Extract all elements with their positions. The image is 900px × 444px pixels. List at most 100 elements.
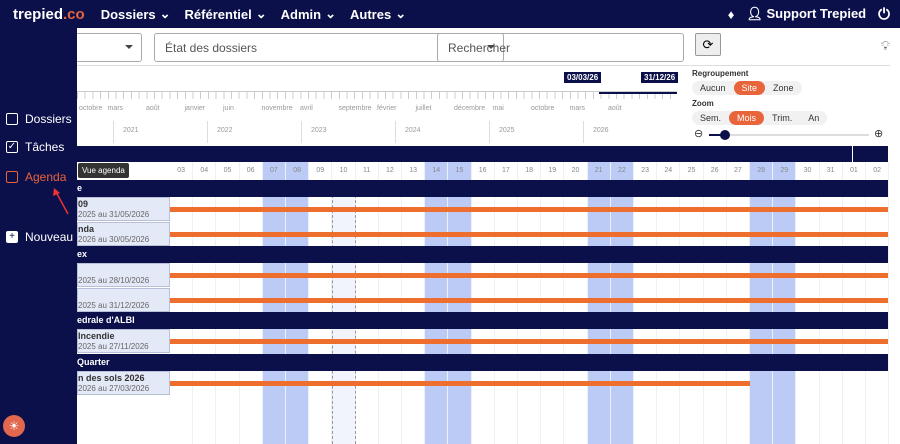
sidebar-item-taches[interactable]: ✓ Tâches — [6, 140, 65, 154]
day-header-cell: 04 — [193, 162, 217, 180]
task-dates: 2025 au 31/05/2026 — [78, 210, 150, 219]
lightbulb-icon[interactable]: 💡︎ — [880, 38, 890, 53]
day-header-cell: 19 — [541, 162, 565, 180]
group-row[interactable]: edrale d'ALBI — [77, 312, 888, 329]
menu-referentiel[interactable]: Référentiel ⌄ — [184, 6, 267, 22]
group-row[interactable]: e — [77, 180, 888, 197]
day-header-cell: 03 — [170, 162, 194, 180]
task-dates: 2025 au 27/11/2026 — [78, 342, 149, 351]
search-input[interactable]: Rechercher — [437, 33, 684, 62]
month-label: mai — [492, 105, 504, 112]
day-header-cell: 15 — [448, 162, 472, 180]
option-sem[interactable]: Sem. — [700, 113, 722, 123]
sidebar-item-nouveau[interactable]: + Nouveau — [6, 230, 73, 244]
task-label[interactable]: 2025 au 28/10/2026 — [77, 263, 170, 287]
month-label: juin — [223, 105, 234, 112]
month-label: décembre — [454, 105, 486, 112]
group-row[interactable]: Quarter — [77, 353, 888, 371]
calendar-icon — [6, 171, 18, 183]
task-dates: 2025 au 28/10/2026 — [78, 276, 150, 285]
month-label: août — [146, 105, 160, 112]
zoom-slider[interactable] — [709, 130, 869, 140]
sidebar-item-dossiers[interactable]: Dossiers — [6, 112, 72, 126]
option-trim[interactable]: Trim. — [772, 113, 793, 123]
day-header-cell: 14 — [425, 162, 449, 180]
task-dates: 2026 au 27/03/2026 — [78, 383, 150, 393]
month-label: février — [377, 105, 397, 112]
state-select[interactable]: État des dossiers — [154, 33, 504, 62]
task-label[interactable]: Incendie 2025 au 27/11/2026 — [77, 329, 170, 353]
task-bar[interactable] — [170, 207, 888, 212]
gantt-month-header — [77, 146, 888, 162]
task-bar[interactable] — [170, 380, 750, 386]
task-title — [78, 265, 169, 276]
zoom-toggle: Sem. Mois Trim. An — [692, 111, 828, 125]
refresh-button[interactable]: ⟳ — [695, 33, 721, 56]
year-label: 2024 — [395, 121, 421, 143]
task-bar[interactable] — [170, 273, 888, 278]
task-dates: 2025 au 31/12/2026 — [78, 300, 150, 310]
day-header-cell: 05 — [216, 162, 240, 180]
plus-icon: + — [6, 231, 18, 243]
task-title: Incendie — [78, 331, 115, 341]
chevron-down-icon: ⌄ — [159, 6, 171, 21]
task-label[interactable]: nda 2026 au 30/05/2026 — [77, 221, 170, 246]
logo[interactable]: trepied.co — [13, 5, 85, 23]
month-label: mars — [569, 105, 586, 112]
day-header-cell: 18 — [518, 162, 542, 180]
option-an[interactable]: An — [808, 113, 820, 123]
day-header-cell: 30 — [796, 162, 820, 180]
group-row[interactable]: ex — [77, 246, 888, 263]
menu-dossiers[interactable]: Dossiers ⌄ — [100, 6, 171, 22]
day-header-cell: 07 — [262, 162, 286, 180]
menu-autres[interactable]: Autres ⌄ — [350, 6, 407, 22]
user-icon: 👤︎ — [746, 6, 767, 21]
task-title: 09 — [78, 199, 89, 209]
lightbulb-button[interactable]: ☀ — [3, 415, 25, 437]
task-title — [78, 290, 169, 301]
range-end-handle[interactable]: 31/12/26 — [641, 72, 679, 83]
task-label[interactable]: n des sols 2026 2026 au 27/03/2026 — [77, 370, 170, 395]
user-menu[interactable]: 👤︎ Support Trepied — [746, 6, 867, 21]
day-header-cell: 25 — [680, 162, 704, 180]
option-mois[interactable]: Mois — [729, 111, 765, 125]
zoom-in-icon[interactable]: ⊕ — [874, 128, 884, 140]
zoom-slider-handle[interactable] — [720, 130, 730, 140]
task-label[interactable]: 09 2025 au 31/05/2026 — [77, 197, 170, 221]
day-header-cell: 02 — [866, 162, 890, 180]
task-bar[interactable] — [170, 297, 888, 303]
task-label[interactable]: 2025 au 31/12/2026 — [77, 287, 170, 312]
month-label: septembre — [338, 105, 372, 112]
diamond-notification-icon[interactable]: ♦ — [727, 6, 735, 22]
group-label: ex — [77, 249, 88, 259]
zoom-out-icon[interactable]: ⊖ — [694, 128, 704, 140]
power-icon[interactable]: ⏻ — [878, 5, 890, 23]
month-label: janvier — [184, 105, 206, 112]
day-header-cell: 27 — [727, 162, 750, 180]
day-header-cell: 11 — [356, 162, 379, 180]
sidebar-item-agenda[interactable]: Agenda — [6, 170, 66, 184]
option-zone[interactable]: Zone — [773, 83, 794, 93]
task-bar[interactable] — [170, 339, 888, 344]
caret-down-icon — [487, 45, 495, 49]
day-header-cell: 16 — [472, 162, 495, 180]
menu-admin[interactable]: Admin ⌄ — [280, 6, 336, 22]
range-start-handle[interactable]: 03/03/26 — [564, 72, 602, 83]
day-header-cell: 01 — [843, 162, 866, 180]
group-label: e — [77, 183, 83, 193]
day-column — [866, 180, 890, 444]
grouping-label: Regroupement — [692, 69, 749, 78]
day-header-cell: 12 — [379, 162, 402, 180]
month-label: avril — [300, 105, 313, 112]
site-select[interactable] — [67, 33, 142, 62]
option-site[interactable]: Site — [733, 81, 766, 95]
day-header-cell: 23 — [634, 162, 658, 180]
year-label: 2026 — [583, 121, 609, 143]
selected-range[interactable] — [599, 92, 677, 94]
option-aucun[interactable]: Aucun — [700, 83, 726, 93]
timeline-slider[interactable]: 03/03/26 31/12/26 octobre mars août janvier… — [77, 66, 692, 146]
task-bar[interactable] — [170, 231, 888, 237]
day-header-cell: 29 — [773, 162, 797, 180]
day-header-cell: 21 — [587, 162, 611, 180]
grouping-toggle: Aucun Site Zone — [692, 81, 802, 95]
